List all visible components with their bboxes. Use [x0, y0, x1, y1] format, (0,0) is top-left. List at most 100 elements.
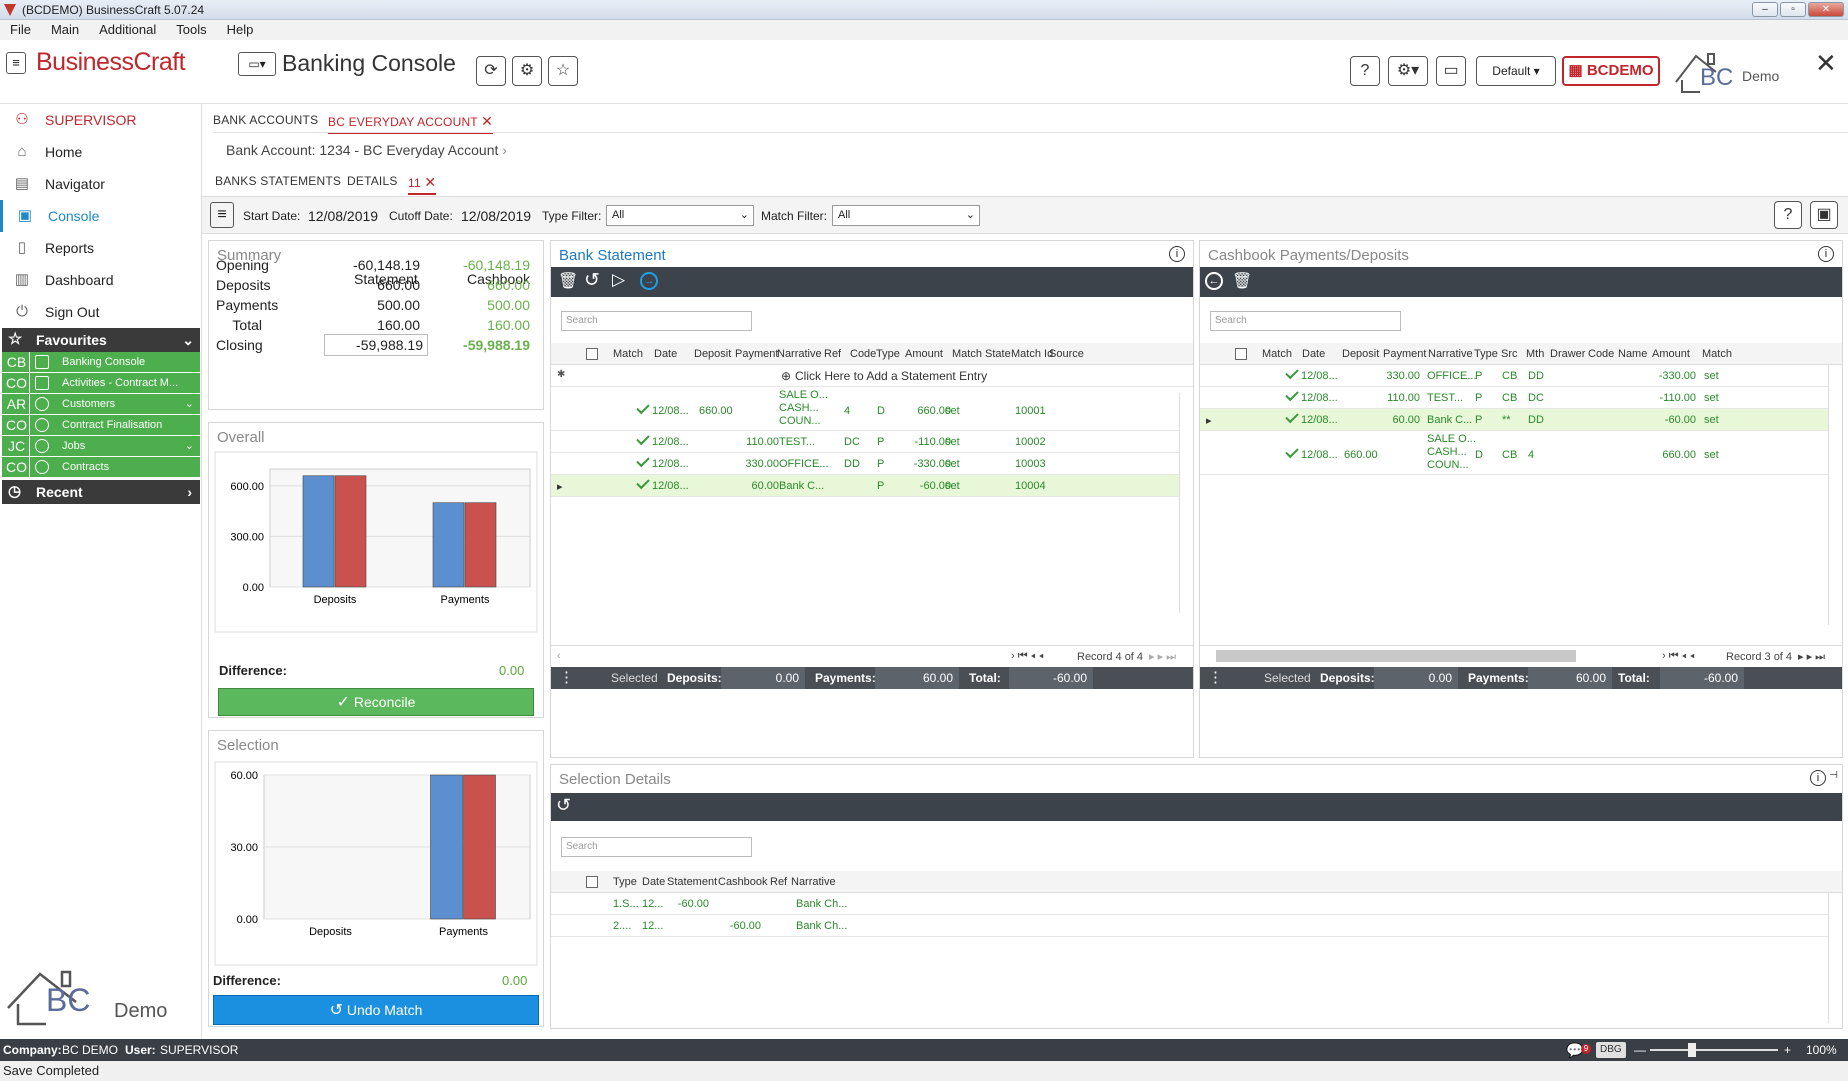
column-header[interactable]: Deposit: [694, 348, 732, 360]
table-row[interactable]: ▸ 12/08... 60.00 Bank C... P -60.00 set 10004: [551, 475, 1179, 497]
breadcrumb[interactable]: Bank Account: 1234 - BC Everyday Account…: [226, 142, 507, 158]
type-filter-select[interactable]: All ⌄: [606, 205, 754, 226]
help-icon[interactable]: ?: [1774, 201, 1802, 229]
column-header[interactable]: Ref: [770, 876, 788, 888]
checkmark-icon[interactable]: [636, 475, 650, 490]
checkmark-icon[interactable]: [1285, 444, 1299, 459]
menu-help[interactable]: Help: [226, 22, 254, 37]
tab-details[interactable]: DETAILS: [347, 174, 398, 188]
favourite-item[interactable]: CO Activities - Contract M...: [2, 373, 200, 394]
info-icon[interactable]: i: [1818, 246, 1834, 262]
table-row[interactable]: ▸ 12/08... 60.00 Bank C... P ** DD -60.00 set: [1200, 409, 1828, 431]
menu-main[interactable]: Main: [50, 22, 80, 37]
minimize-button[interactable]: –: [1752, 2, 1778, 17]
selection-details-search[interactable]: Search: [561, 837, 752, 857]
hamburger-menu-icon[interactable]: ≡: [6, 52, 26, 74]
add-entry-row[interactable]: ✱ ⊕ Click Here to Add a Statement Entry: [551, 365, 1193, 387]
favourite-item[interactable]: CO Contracts: [2, 457, 200, 478]
column-header[interactable]: Amount: [1652, 348, 1690, 360]
undo-icon[interactable]: ↺: [556, 795, 572, 815]
column-header[interactable]: Type: [613, 876, 637, 888]
star-icon[interactable]: ☆: [548, 56, 578, 86]
banknote-icon[interactable]: ▭▾: [238, 52, 276, 76]
more-vertical-icon[interactable]: ⋮: [559, 669, 574, 686]
column-header[interactable]: Narrative: [791, 876, 836, 888]
recent-header[interactable]: ◷ Recent ›: [2, 480, 200, 504]
list-menu-icon[interactable]: ≡: [210, 202, 234, 228]
pager-next-icons[interactable]: ▸ ▸ ⏭: [1798, 651, 1826, 663]
zoom-slider-handle[interactable]: [1688, 1043, 1696, 1057]
tab-11[interactable]: 11 ✕: [408, 174, 437, 195]
back-circle-icon[interactable]: ←: [1205, 272, 1223, 290]
vertical-scrollbar[interactable]: [1828, 365, 1840, 625]
favourite-item[interactable]: AR Customers ⌄: [2, 394, 200, 415]
favourite-item[interactable]: CB Banking Console: [2, 352, 200, 373]
select-all-checkbox[interactable]: [586, 876, 598, 888]
column-header[interactable]: Narrative: [1428, 348, 1473, 360]
help-icon[interactable]: ?: [1350, 56, 1380, 86]
vertical-scrollbar[interactable]: [1828, 893, 1840, 1023]
close-module-icon[interactable]: ✕: [1815, 48, 1837, 78]
column-header[interactable]: Src: [1501, 348, 1518, 360]
column-header[interactable]: Statement: [667, 876, 718, 888]
pin-icon[interactable]: ⊣: [1829, 770, 1838, 781]
pager-next-icons[interactable]: ▸ ▸ ⏭: [1149, 651, 1177, 663]
table-row[interactable]: 12/08... 660.00 SALE O... CASH... COUN... 4 D 6…: [551, 387, 1179, 431]
column-header[interactable]: Match: [613, 348, 643, 360]
table-row[interactable]: 12/08... 330.00 OFFICE... DD P -330.00 set 1000…: [551, 453, 1179, 475]
profile-dropdown[interactable]: Default ▾: [1476, 56, 1556, 86]
sidebar-item-dashboard[interactable]: ▥ Dashboard: [0, 264, 202, 296]
start-date-field[interactable]: 12/08/2019: [308, 208, 379, 224]
sidebar-user[interactable]: ⚇ SUPERVISOR: [0, 104, 202, 136]
horizontal-scrollbar[interactable]: [1216, 650, 1576, 662]
sidebar-item-signout[interactable]: ⏻ Sign Out: [0, 296, 202, 328]
save-icon[interactable]: ▣: [1810, 201, 1838, 229]
close-tab-icon[interactable]: ✕: [481, 113, 494, 129]
close-tab-icon[interactable]: ✕: [424, 174, 437, 190]
checkmark-icon[interactable]: [1285, 409, 1299, 424]
column-header[interactable]: Mth: [1526, 348, 1545, 360]
tab-bc-everyday-account[interactable]: BC EVERYDAY ACCOUNT ✕: [328, 113, 494, 134]
chat-icon[interactable]: 💬: [1566, 1042, 1584, 1058]
pager-nav-icons[interactable]: › ⏮ ◂ ◂: [1662, 650, 1695, 662]
favourites-header[interactable]: ☆ Favourites ⌄: [2, 328, 200, 352]
sidebar-item-navigator[interactable]: ▤ Navigator: [0, 168, 202, 200]
zoom-in-icon[interactable]: +: [1784, 1043, 1792, 1057]
scroll-left-icon[interactable]: ‹: [557, 650, 561, 662]
column-header[interactable]: Date: [642, 876, 666, 888]
reconcile-button[interactable]: ✓ Reconcile: [218, 688, 534, 716]
checkmark-icon[interactable]: [1285, 387, 1299, 402]
settings-dropdown-icon[interactable]: ⚙▾: [1388, 56, 1428, 86]
debug-badge[interactable]: DBG: [1596, 1042, 1626, 1058]
column-header[interactable]: Date: [1302, 348, 1326, 360]
cashbook-search[interactable]: Search: [1210, 311, 1401, 331]
select-all-checkbox[interactable]: [1235, 348, 1247, 360]
checkmark-icon[interactable]: [1285, 365, 1299, 380]
table-row[interactable]: 12/08... 110.00 TEST... P CB DC -110.00 set: [1200, 387, 1828, 409]
column-header[interactable]: Match: [1702, 348, 1732, 360]
column-header[interactable]: Payment: [735, 348, 779, 360]
table-row[interactable]: 12/08... 330.00 OFFICE... P CB DD -330.00 set: [1200, 365, 1828, 387]
close-window-button[interactable]: ✕: [1808, 2, 1844, 17]
restore-button[interactable]: ▫: [1780, 2, 1806, 17]
column-header[interactable]: Match Id: [1011, 348, 1054, 360]
info-icon[interactable]: i: [1810, 770, 1826, 786]
info-icon[interactable]: i: [1169, 246, 1185, 262]
forward-circle-icon[interactable]: →: [640, 272, 658, 290]
undo-icon[interactable]: ↺: [584, 270, 600, 291]
column-header[interactable]: Date: [654, 348, 678, 360]
checkmark-icon[interactable]: [636, 431, 650, 446]
checkmark-icon[interactable]: [636, 400, 650, 415]
table-row[interactable]: 2.... 12... -60.00 Bank Ch...: [551, 915, 1828, 937]
tab-bank-accounts[interactable]: BANK ACCOUNTS: [213, 113, 319, 127]
play-icon[interactable]: ▷: [612, 270, 626, 289]
match-filter-select[interactable]: All ⌄: [832, 205, 980, 226]
table-row[interactable]: 12/08... 110.00 TEST... DC P -110.00 set 10002: [551, 431, 1179, 453]
trash-icon[interactable]: 🗑: [558, 273, 579, 290]
column-header[interactable]: Match: [1262, 348, 1292, 360]
table-row[interactable]: 1.S... 12... -60.00 Bank Ch...: [551, 893, 1828, 915]
vertical-scrollbar[interactable]: [1179, 393, 1191, 613]
zoom-slider[interactable]: [1650, 1049, 1778, 1051]
trash-icon[interactable]: 🗑: [1232, 273, 1253, 290]
company-badge[interactable]: ▦ BCDEMO: [1562, 56, 1660, 86]
